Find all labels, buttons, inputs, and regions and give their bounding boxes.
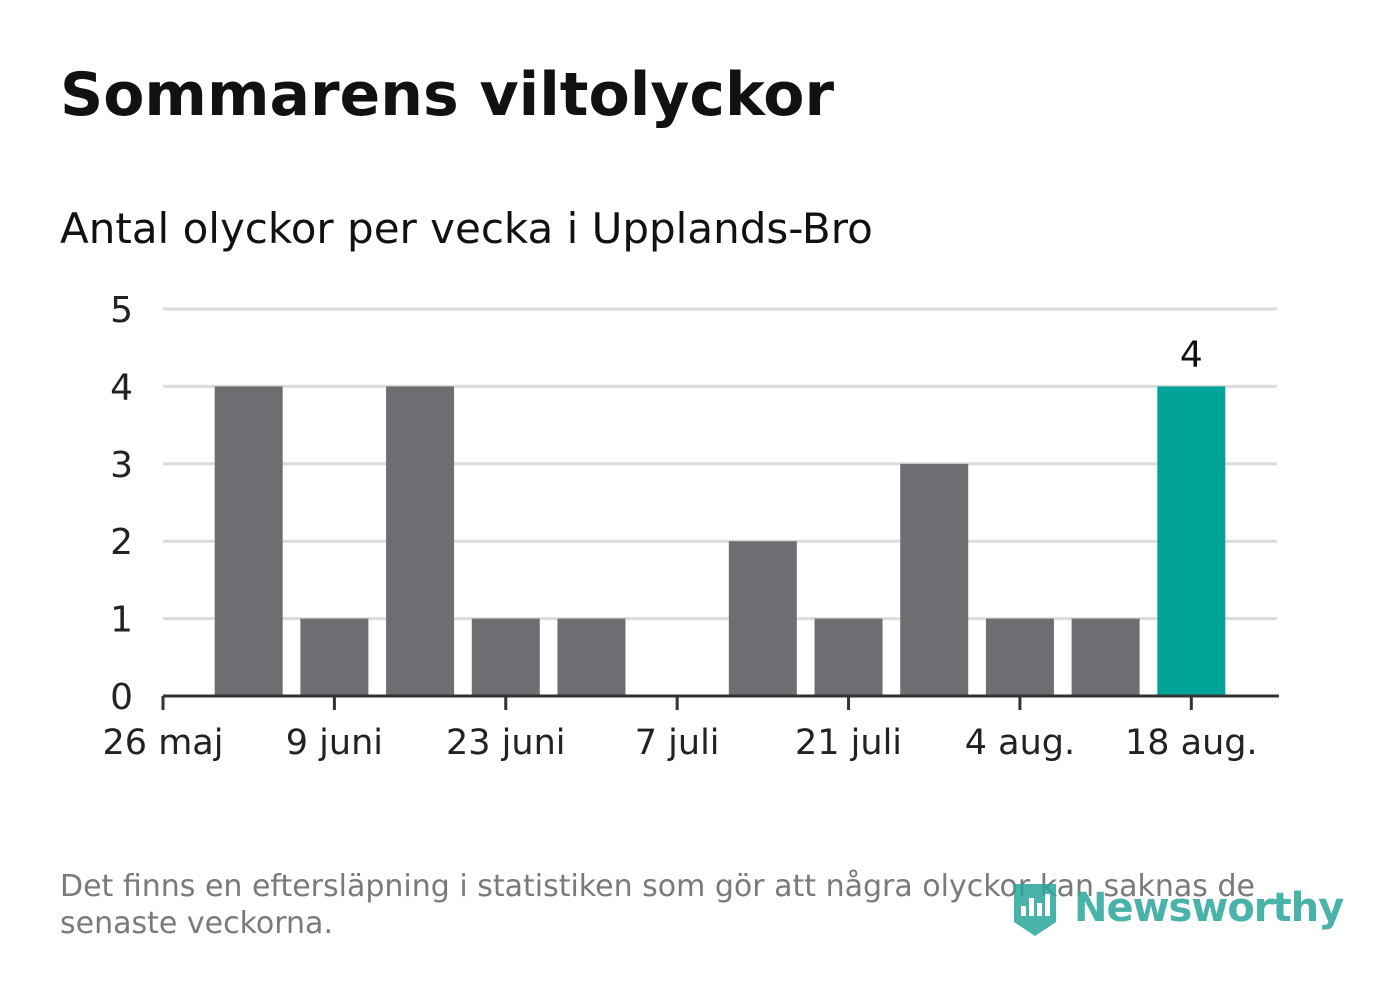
bar (214, 386, 283, 696)
bar (728, 541, 797, 696)
y-tick-label: 0 (110, 677, 133, 718)
x-tick-label: 21 juli (795, 723, 902, 763)
x-tick-label: 4 aug. (965, 723, 1075, 763)
bar (985, 618, 1054, 696)
brand-logo: Newsworthy (1010, 878, 1344, 938)
bar (814, 618, 883, 696)
bar (1071, 618, 1140, 696)
bar (471, 618, 540, 696)
chart-subtitle: Antal olyckor per vecka i Upplands-Bro (60, 204, 873, 253)
x-tick-label: 7 juli (635, 723, 720, 763)
chart-title: Sommarens viltolyckor (60, 60, 835, 130)
x-tick-label: 9 juni (286, 723, 383, 763)
newsworthy-icon (1014, 884, 1056, 936)
y-tick-label: 3 (110, 445, 133, 486)
x-tick-label: 18 aug. (1125, 723, 1258, 763)
bar (557, 618, 626, 696)
data-label: 4 (1180, 334, 1203, 375)
y-tick-label: 5 (110, 290, 133, 331)
brand-name: Newsworthy (1074, 885, 1344, 931)
bar-highlight (1157, 386, 1226, 696)
y-tick-label: 2 (110, 522, 133, 563)
y-tick-label: 1 (110, 600, 133, 641)
y-tick-label: 4 (110, 367, 133, 408)
bar (900, 463, 969, 696)
x-tick-label: 26 maj (103, 723, 224, 763)
bar (300, 618, 369, 696)
x-tick-label: 23 juni (446, 723, 565, 763)
bar (386, 386, 455, 696)
